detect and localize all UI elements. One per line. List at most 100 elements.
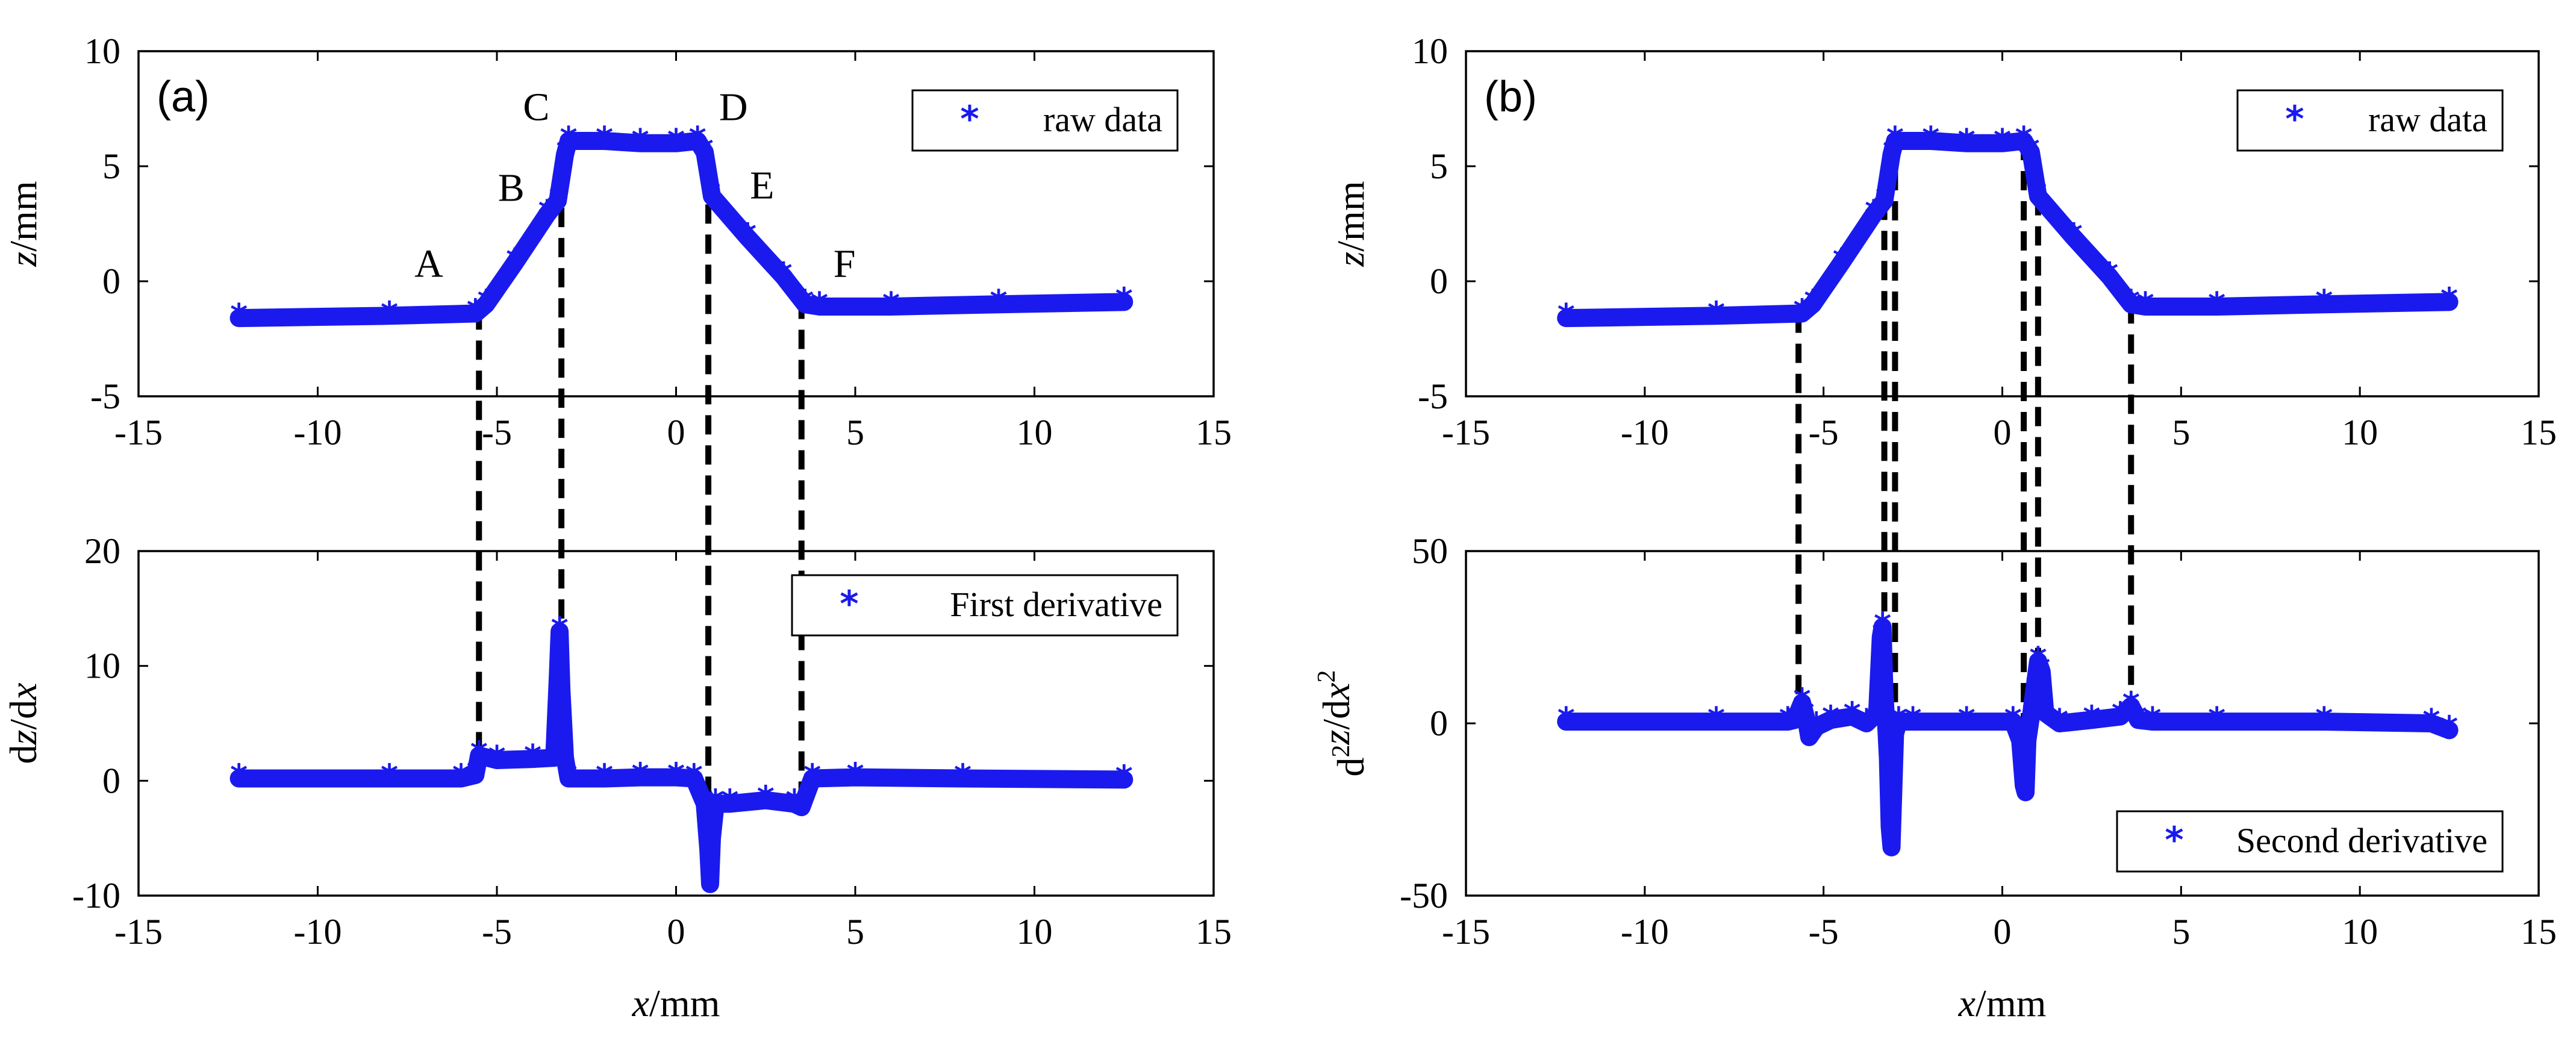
y-axis-unit: /d: [1315, 700, 1358, 730]
data-point: *: [2315, 700, 2333, 740]
data-point: *: [699, 829, 717, 868]
data-point: *: [2208, 700, 2225, 740]
data-point: *: [703, 817, 720, 856]
panel-label: (b): [1484, 73, 1537, 121]
y-tick-label: 5: [1430, 146, 1448, 186]
data-point: *: [1558, 700, 1575, 740]
data-point: *: [1807, 706, 1825, 745]
data-point: *: [990, 283, 1007, 322]
legend-label: raw data: [2368, 100, 2487, 139]
data-point: *: [1793, 682, 1810, 721]
x-tick-label: 15: [1196, 413, 1232, 452]
data-point: *: [2029, 640, 2047, 679]
data-point: *: [846, 756, 864, 796]
data-point: *: [549, 179, 567, 219]
x-tick-label: -10: [1621, 413, 1669, 452]
data-point: *: [1886, 713, 1904, 752]
data-point: *: [550, 610, 568, 649]
legend-box: [2116, 810, 2504, 873]
data-point: *: [2022, 696, 2039, 735]
data-point: *: [2122, 283, 2140, 322]
data-point: *: [701, 863, 719, 902]
x-tick-label: -15: [114, 912, 163, 952]
legend: * First derivative: [791, 574, 1179, 637]
y-axis-prefix-sup: 2: [1327, 745, 1355, 758]
data-point: *: [1876, 179, 1893, 219]
y-axis-prefix: d: [2, 745, 45, 764]
data-point: *: [811, 285, 828, 325]
x-axis-title: x/mm: [1958, 982, 2047, 1024]
data-point: *: [2022, 131, 2039, 170]
data-point: *: [1881, 806, 1898, 845]
data-point: *: [757, 779, 775, 819]
data-point: *: [1886, 120, 1904, 159]
y-axis-var: z: [2, 252, 45, 267]
data-point: *: [667, 756, 685, 796]
y-axis-title: dz/dx: [2, 682, 45, 764]
x-tick-label: 5: [2172, 413, 2190, 452]
data-point: *: [596, 120, 613, 159]
segment-label: F: [834, 242, 856, 285]
x-tick-label: -10: [294, 413, 342, 452]
y-tick-label: -5: [90, 376, 120, 416]
y-tick-label: 50: [1412, 531, 1448, 571]
data-point: *: [2440, 281, 2458, 320]
y-axis-var: z: [2, 730, 45, 746]
y-axis-title: d2z/dx2: [1313, 670, 1372, 776]
data-point: *: [2315, 283, 2333, 322]
legend-marker: *: [960, 98, 979, 140]
x-tick-label: 5: [846, 413, 864, 452]
data-point: *: [2129, 699, 2147, 738]
y-tick-label: 5: [102, 146, 120, 186]
data-point: *: [706, 782, 724, 822]
data-point: *: [1115, 758, 1133, 797]
series-line: [1557, 617, 2459, 856]
legend-box: [2236, 89, 2504, 152]
segment-label: C: [523, 86, 549, 129]
data-point: *: [1868, 692, 1886, 731]
legend: * raw data: [911, 89, 1179, 152]
data-point: *: [470, 734, 488, 773]
x-tick-label: -10: [1621, 912, 1669, 952]
data-point: *: [2036, 692, 2054, 731]
segment-label: D: [719, 86, 748, 129]
data-point: *: [1115, 281, 1133, 320]
data-point: *: [696, 782, 713, 822]
y-tick-label: 10: [84, 646, 120, 686]
x-axis-var: x: [1958, 982, 1976, 1024]
data-point: *: [631, 122, 649, 161]
x-tick-label: 0: [667, 413, 685, 452]
data-point: *: [689, 120, 706, 159]
x-tick-label: -5: [482, 413, 512, 452]
y-tick-label: 0: [102, 761, 120, 800]
data-point: *: [785, 782, 803, 822]
data-point: *: [2083, 699, 2100, 738]
x-axis-title: x/mm: [632, 982, 720, 1024]
data-point: *: [796, 283, 814, 322]
data-point: *: [478, 283, 495, 322]
data-point: *: [2144, 700, 2161, 740]
data-point: *: [1804, 283, 1821, 322]
y-tick-label: 0: [1430, 261, 1448, 301]
y-tick-label: -10: [72, 876, 120, 915]
data-point: *: [538, 193, 556, 232]
data-point: *: [381, 295, 398, 334]
data-point: *: [546, 737, 563, 776]
x-tick-label: 0: [1994, 413, 2012, 452]
data-point: *: [2033, 650, 2050, 690]
data-point: *: [1793, 292, 1810, 331]
data-point: *: [2012, 720, 2029, 759]
y-axis-unit: /mm: [1329, 181, 1372, 251]
data-point: *: [1957, 122, 1975, 161]
data-point: *: [1558, 297, 1575, 336]
guide-lines-a: [476, 174, 805, 850]
data-point: *: [596, 758, 613, 797]
x-axis-unit: /mm: [649, 982, 720, 1024]
data-point: *: [1885, 771, 1902, 810]
data-point: *: [230, 758, 248, 797]
legend-label: raw data: [1043, 100, 1162, 139]
data-point: *: [452, 758, 470, 797]
